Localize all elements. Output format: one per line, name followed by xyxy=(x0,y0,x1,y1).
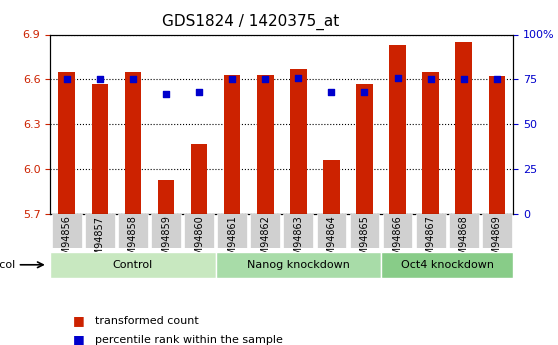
Bar xyxy=(356,84,373,214)
Text: transformed count: transformed count xyxy=(95,316,199,326)
Point xyxy=(459,77,468,82)
Bar xyxy=(455,42,472,214)
Bar xyxy=(59,72,75,214)
FancyBboxPatch shape xyxy=(449,214,479,248)
Point xyxy=(195,89,204,95)
Point xyxy=(393,75,402,80)
Bar xyxy=(489,76,505,214)
Text: GSM94864: GSM94864 xyxy=(326,216,336,268)
Bar xyxy=(191,144,208,214)
FancyBboxPatch shape xyxy=(85,214,115,248)
Point xyxy=(62,77,71,82)
Text: GSM94859: GSM94859 xyxy=(161,216,171,268)
Bar xyxy=(224,75,240,214)
Point xyxy=(261,77,270,82)
Bar xyxy=(389,45,406,214)
Point xyxy=(294,75,303,80)
Text: GSM94868: GSM94868 xyxy=(459,216,469,268)
Point xyxy=(360,89,369,95)
Text: Nanog knockdown: Nanog knockdown xyxy=(247,260,350,270)
Point xyxy=(95,77,104,82)
Text: GSM94863: GSM94863 xyxy=(294,216,304,268)
FancyBboxPatch shape xyxy=(217,214,247,248)
FancyBboxPatch shape xyxy=(383,214,412,248)
Text: GSM94857: GSM94857 xyxy=(95,216,105,269)
Text: ■: ■ xyxy=(73,333,84,345)
Text: GSM94856: GSM94856 xyxy=(62,216,72,268)
FancyBboxPatch shape xyxy=(381,252,513,278)
FancyBboxPatch shape xyxy=(416,214,445,248)
Point xyxy=(426,77,435,82)
Bar xyxy=(124,72,141,214)
FancyBboxPatch shape xyxy=(283,214,313,248)
Text: Oct4 knockdown: Oct4 knockdown xyxy=(401,260,494,270)
Text: Control: Control xyxy=(113,260,153,270)
Bar xyxy=(92,84,108,214)
Text: GSM94866: GSM94866 xyxy=(393,216,402,268)
FancyBboxPatch shape xyxy=(184,214,214,248)
FancyBboxPatch shape xyxy=(151,214,181,248)
FancyBboxPatch shape xyxy=(118,214,148,248)
Text: percentile rank within the sample: percentile rank within the sample xyxy=(95,335,283,345)
Text: GSM94865: GSM94865 xyxy=(359,216,369,268)
Bar xyxy=(422,72,439,214)
FancyBboxPatch shape xyxy=(50,252,215,278)
Text: ■: ■ xyxy=(73,314,84,327)
Point xyxy=(492,77,501,82)
Point xyxy=(162,91,171,97)
Point xyxy=(128,77,137,82)
FancyBboxPatch shape xyxy=(316,214,347,248)
Text: GDS1824 / 1420375_at: GDS1824 / 1420375_at xyxy=(162,14,340,30)
FancyBboxPatch shape xyxy=(482,214,512,248)
Bar xyxy=(158,179,174,214)
Bar xyxy=(257,75,273,214)
Point xyxy=(327,89,336,95)
Text: protocol: protocol xyxy=(0,260,15,270)
Text: GSM94861: GSM94861 xyxy=(227,216,237,268)
Point xyxy=(228,77,237,82)
FancyBboxPatch shape xyxy=(350,214,379,248)
FancyBboxPatch shape xyxy=(215,252,381,278)
Bar xyxy=(323,160,340,214)
Text: GSM94862: GSM94862 xyxy=(260,216,270,268)
Text: GSM94869: GSM94869 xyxy=(492,216,502,268)
Bar xyxy=(290,69,306,214)
Text: GSM94867: GSM94867 xyxy=(426,216,436,268)
Text: GSM94858: GSM94858 xyxy=(128,216,138,268)
FancyBboxPatch shape xyxy=(52,214,81,248)
FancyBboxPatch shape xyxy=(251,214,280,248)
Text: GSM94860: GSM94860 xyxy=(194,216,204,268)
